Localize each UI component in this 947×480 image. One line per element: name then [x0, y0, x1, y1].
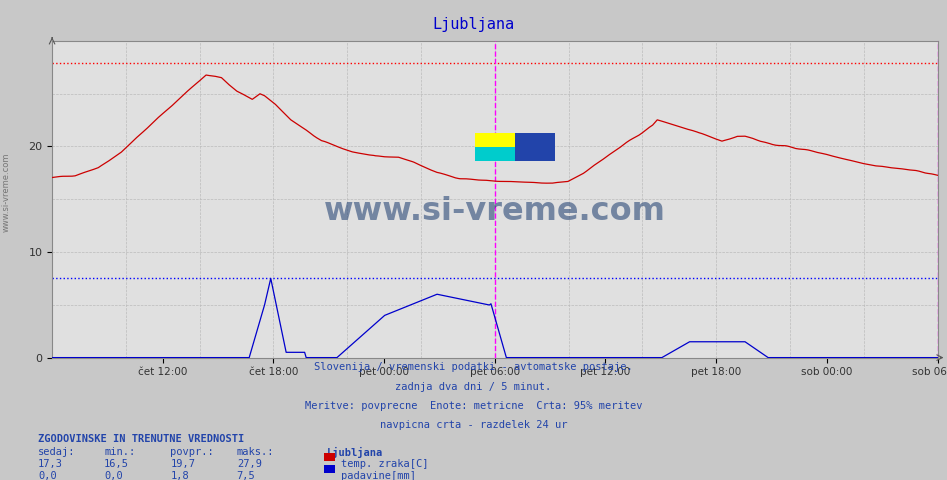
Text: 19,7: 19,7	[170, 459, 195, 469]
Text: 16,5: 16,5	[104, 459, 129, 469]
Text: 1,8: 1,8	[170, 471, 189, 480]
Text: 17,3: 17,3	[38, 459, 63, 469]
Text: povpr.:: povpr.:	[170, 447, 214, 457]
Text: Ljubljana: Ljubljana	[327, 447, 383, 458]
Text: www.si-vreme.com: www.si-vreme.com	[324, 196, 666, 228]
Text: 0,0: 0,0	[104, 471, 123, 480]
Text: padavine[mm]: padavine[mm]	[341, 471, 416, 480]
Text: www.si-vreme.com: www.si-vreme.com	[2, 152, 11, 232]
Text: 27,9: 27,9	[237, 459, 261, 469]
Text: min.:: min.:	[104, 447, 135, 457]
Text: maks.:: maks.:	[237, 447, 275, 457]
Text: Ljubljana: Ljubljana	[433, 17, 514, 32]
Bar	[515, 132, 555, 161]
Bar	[475, 147, 515, 161]
Text: Slovenija / vremenski podatki - avtomatske postaje.: Slovenija / vremenski podatki - avtomats…	[314, 362, 633, 372]
Text: 7,5: 7,5	[237, 471, 256, 480]
Text: 0,0: 0,0	[38, 471, 57, 480]
Text: zadnja dva dni / 5 minut.: zadnja dva dni / 5 minut.	[396, 382, 551, 392]
Text: temp. zraka[C]: temp. zraka[C]	[341, 459, 428, 469]
Text: navpicna crta - razdelek 24 ur: navpicna crta - razdelek 24 ur	[380, 420, 567, 430]
Text: sedaj:: sedaj:	[38, 447, 76, 457]
Bar	[475, 132, 515, 147]
Text: ZGODOVINSKE IN TRENUTNE VREDNOSTI: ZGODOVINSKE IN TRENUTNE VREDNOSTI	[38, 434, 244, 444]
Text: Meritve: povprecne  Enote: metricne  Crta: 95% meritev: Meritve: povprecne Enote: metricne Crta:…	[305, 401, 642, 411]
